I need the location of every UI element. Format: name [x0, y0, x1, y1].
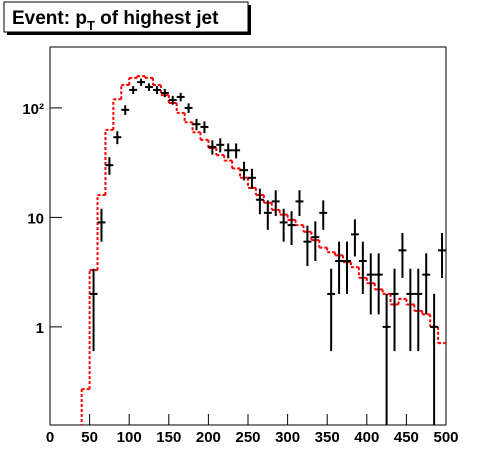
y-tick-label: 10²: [22, 101, 44, 118]
y-tick-label: 1: [36, 320, 44, 337]
x-tick-label: 400: [354, 429, 379, 446]
plot-area: [80, 75, 446, 425]
x-tick-label: 100: [117, 429, 142, 446]
x-tick-label: 200: [196, 429, 221, 446]
title-box: Event: pT of highest jet: [3, 1, 251, 35]
x-tick-label: 50: [81, 429, 98, 446]
title-frame: [3, 1, 249, 33]
x-tick-label: 300: [275, 429, 300, 446]
x-tick-label: 500: [433, 429, 458, 446]
x-tick-label: 350: [315, 429, 340, 446]
chart-title: Event: pT of highest jet: [12, 8, 219, 33]
title-text: of highest jet: [95, 8, 219, 29]
x-tick-label: 0: [46, 429, 54, 446]
x-tick-label: 250: [235, 429, 260, 446]
title-text: Event: p: [12, 8, 87, 29]
x-tick-label: 450: [394, 429, 419, 446]
x-tick-label: 150: [156, 429, 181, 446]
y-tick-label: 10: [27, 210, 44, 227]
title-subscript: T: [87, 18, 95, 33]
